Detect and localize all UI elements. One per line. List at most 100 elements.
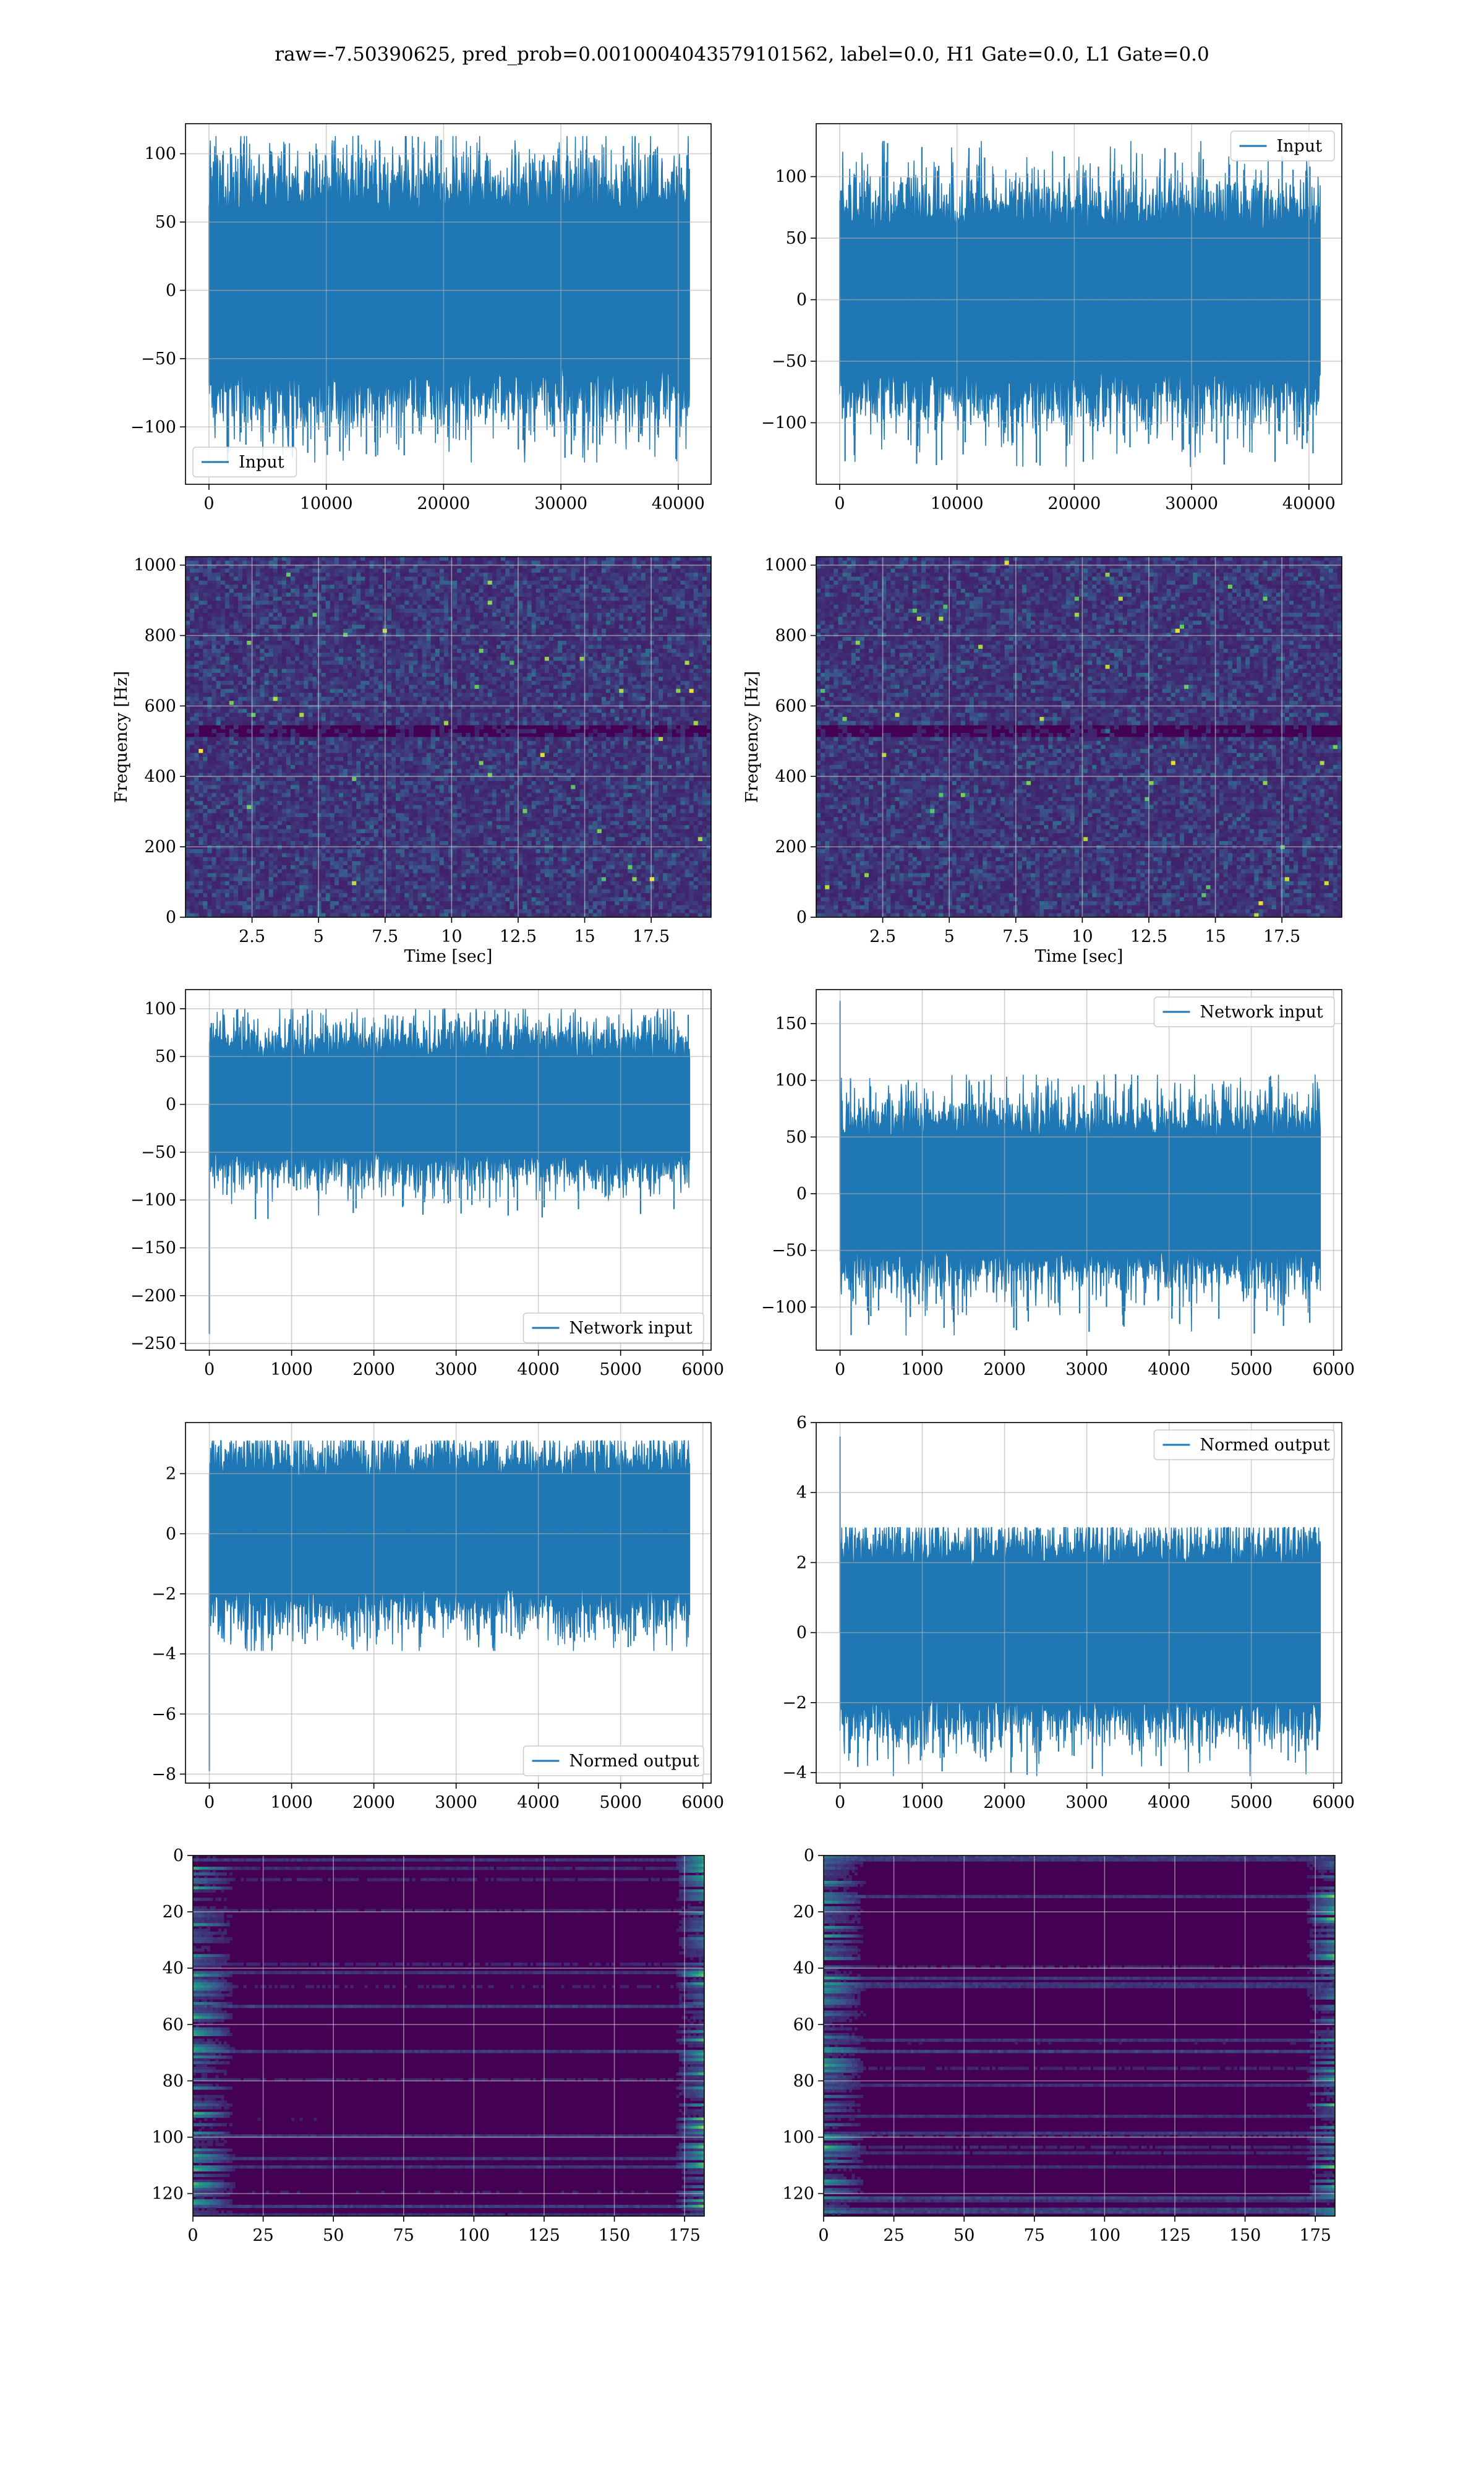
spectrogram-l1-ytick-label: 0 [796, 908, 807, 927]
network-input-h1-ytick-label: −250 [130, 1334, 176, 1353]
input-l1-series-line [839, 140, 1321, 468]
input-h1-legend-label: Input [239, 453, 284, 472]
network-input-l1-legend: Network input [1153, 996, 1335, 1027]
network-input-l1-xtick-label: 6000 [1312, 1360, 1355, 1379]
embedding-l1-ytick-label: 60 [793, 2015, 814, 2034]
network-input-l1-ytick-label: 100 [775, 1071, 807, 1090]
network-input-l1-xtick-label: 2000 [983, 1360, 1026, 1379]
normed-output-h1-legend-box [522, 1745, 704, 1776]
embedding-h1-content [193, 1856, 704, 2216]
embedding-l1-xtick-label: 75 [1024, 2226, 1045, 2245]
input-h1-ytick-label: 50 [155, 213, 176, 232]
network-input-h1-ytick-label: −100 [130, 1191, 176, 1210]
spectrogram-h1-xtick-label: 12.5 [500, 927, 537, 946]
embedding-h1-ytick-label: 0 [173, 1846, 184, 1865]
embedding-l1-xtick-label: 25 [883, 2226, 904, 2245]
spectrogram-h1-ytick-label: 1000 [134, 556, 176, 575]
network-input-l1-ytick-label: −100 [761, 1298, 807, 1317]
normed-output-l1-ytick-label: 4 [796, 1483, 807, 1502]
network-input-h1-legend-box [522, 1312, 704, 1343]
spectrogram-l1-chart: 2.5 5 7.5 10 12.5 15 17.5 0 200 400 600 800 1000 Time… [743, 556, 1342, 966]
spectrogram-l1-content [816, 557, 1342, 917]
network-input-h1-xtick-label: 1000 [270, 1360, 313, 1379]
spectrogram-l1-ytick-label: 800 [775, 627, 807, 646]
network-input-h1-chart: 0 1000 2000 3000 4000 5000 6000 100 50 0 −50 −100 −1… [130, 989, 724, 1379]
network-input-h1-xtick-label: 6000 [681, 1360, 724, 1379]
input-l1-ytick-label: 100 [775, 168, 807, 187]
network-input-h1-legend: Network input [522, 1312, 704, 1343]
spectrogram-h1-chart: 2.5 5 7.5 10 12.5 15 17.5 0 200 400 600 800 1000 Time… [112, 556, 712, 966]
spectrogram-l1-xtick-label: 12.5 [1130, 927, 1167, 946]
network-input-h1-xtick-label: 0 [204, 1360, 215, 1379]
spectrogram-l1-ytick-label: 1000 [764, 556, 807, 575]
spectrogram-h1-xtick-label: 10 [441, 927, 462, 946]
embedding-h1-chart: 0 25 50 75 100 125 150 175 0 20 40 60 80 100 120 [151, 1846, 705, 2245]
spectrogram-l1-xtick-label: 15 [1205, 927, 1226, 946]
normed-output-h1-ytick-label: 2 [166, 1465, 176, 1484]
spectrogram-l1-xtick-label: 17.5 [1263, 927, 1300, 946]
embedding-h1-xtick-label: 175 [668, 2226, 701, 2245]
normed-output-l1-xtick-label: 6000 [1312, 1793, 1355, 1812]
normed-output-h1-ytick-label: −8 [151, 1765, 176, 1784]
normed-output-l1-ytick-label: −4 [782, 1763, 807, 1783]
spectrogram-h1-ytick-label: 800 [144, 627, 176, 646]
spectrogram-h1-xtick-label: 15 [574, 927, 595, 946]
input-l1-frame [816, 123, 1342, 485]
embedding-h1-xtick-label: 75 [393, 2226, 414, 2245]
network-input-l1-content [839, 1001, 1321, 1336]
normed-output-h1-xtick-label: 2000 [352, 1793, 395, 1812]
embedding-l1-ytick-label: 80 [793, 2071, 814, 2091]
figure-title: raw=-7.50390625, pred_prob=0.00100040435… [0, 43, 1484, 66]
spectrogram-h1-ytick-label: 400 [144, 767, 176, 786]
input-l1-xtick-label: 20000 [1047, 494, 1101, 513]
spectrogram-h1-xtick-label: 17.5 [633, 927, 670, 946]
spectrogram-l1-xtick-label: 10 [1072, 927, 1093, 946]
network-input-l1-legend-label: Network input [1200, 1003, 1323, 1022]
input-h1-legend: Input [192, 447, 297, 477]
input-h1-frame [185, 123, 712, 485]
network-input-l1-xtick-label: 4000 [1148, 1360, 1190, 1379]
spectrogram-l1-xtick-label: 2.5 [869, 927, 896, 946]
normed-output-h1-xtick-label: 1000 [270, 1793, 313, 1812]
input-l1-xtick-label: 40000 [1282, 494, 1336, 513]
spectrogram-h1-ytick-label: 0 [166, 908, 176, 927]
input-h1-xtick-label: 10000 [300, 494, 353, 513]
embedding-l1-ytick-label: 120 [782, 2185, 814, 2204]
normed-output-l1-xtick-label: 2000 [983, 1793, 1026, 1812]
normed-output-l1-ytick-label: 6 [796, 1413, 807, 1432]
input-h1-spikes [226, 137, 682, 460]
normed-output-l1-chart: 0 1000 2000 3000 4000 5000 6000 6 4 2 0 −2 −4 Normed … [782, 1413, 1355, 1812]
spectrogram-l1-ytick-label: 600 [775, 696, 807, 716]
network-input-h1-xtick-label: 5000 [599, 1360, 642, 1379]
input-h1-ytick-label: 0 [166, 281, 176, 300]
spectrogram-h1-ytick-label: 200 [144, 837, 176, 857]
embedding-h1-ytick-label: 40 [163, 1959, 184, 1978]
embedding-l1-xtick-label: 100 [1089, 2226, 1121, 2245]
input-h1-xtick-label: 30000 [534, 494, 587, 513]
input-h1-xtick-label: 0 [203, 494, 214, 513]
normed-output-l1-spikes [839, 1436, 1311, 1775]
spectrogram-h1-ytick-label: 600 [144, 696, 176, 716]
embedding-l1-content [824, 1856, 1335, 2216]
normed-output-l1-legend-label: Normed output [1200, 1436, 1330, 1455]
spectrogram-h1-xtick-label: 2.5 [239, 927, 265, 946]
embedding-h1-ytick-label: 60 [163, 2015, 184, 2034]
normed-output-l1-ytick-label: 2 [796, 1553, 807, 1572]
network-input-h1-content [208, 1008, 691, 1334]
normed-output-h1-spikes [208, 1440, 665, 1771]
input-h1-chart: 0 10000 20000 30000 40000 100 50 0 −50 −100 Input [130, 123, 712, 513]
normed-output-l1-xtick-label: 5000 [1230, 1793, 1273, 1812]
normed-output-l1-ytick-label: −2 [782, 1693, 807, 1713]
normed-output-h1-ytick-label: −4 [151, 1645, 176, 1664]
embedding-l1-xtick-label: 125 [1159, 2226, 1191, 2245]
input-l1-xtick-label: 0 [834, 494, 845, 513]
embedding-h1-ytick-label: 120 [151, 2185, 184, 2204]
embedding-l1-ytick-label: 0 [804, 1846, 814, 1865]
network-input-l1-spikes [839, 1001, 1311, 1335]
normed-output-l1-xtick-label: 1000 [901, 1793, 944, 1812]
embedding-l1-xtick-label: 150 [1229, 2226, 1261, 2245]
normed-output-h1-chart: 0 1000 2000 3000 4000 5000 6000 2 0 −2 −4 −6 −8 Norme… [151, 1422, 724, 1812]
embedding-h1-xtick-label: 0 [187, 2226, 198, 2245]
network-input-h1-ytick-label: 50 [155, 1047, 176, 1066]
